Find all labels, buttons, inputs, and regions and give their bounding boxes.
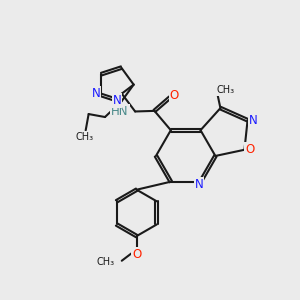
Text: O: O (132, 248, 141, 261)
Text: N: N (112, 94, 121, 106)
Text: HN: HN (111, 105, 129, 118)
Text: N: N (92, 87, 100, 100)
Text: CH₃: CH₃ (75, 132, 93, 142)
Text: O: O (170, 88, 179, 102)
Text: N: N (195, 178, 203, 190)
Text: CH₃: CH₃ (96, 257, 114, 267)
Text: O: O (245, 143, 254, 156)
Text: N: N (248, 114, 257, 127)
Text: CH₃: CH₃ (216, 85, 234, 95)
